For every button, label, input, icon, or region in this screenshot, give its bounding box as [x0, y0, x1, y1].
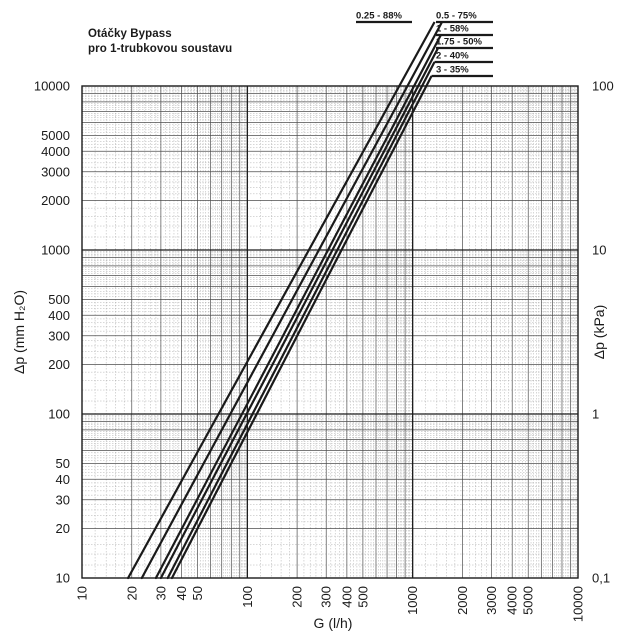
series-leader	[406, 21, 443, 87]
y2-tick-label: 10	[592, 243, 606, 258]
x-tick-label: 30	[153, 586, 168, 600]
major-grid	[82, 86, 578, 578]
y-tick-label: 400	[48, 308, 70, 323]
y-tick-label: 2000	[41, 193, 70, 208]
series-label: 1.75 - 50%	[436, 37, 482, 48]
x-tick-label: 50	[190, 586, 205, 600]
x-tick-label: 4000	[505, 586, 520, 615]
series-leader	[421, 61, 436, 87]
y-tick-label: 500	[48, 292, 70, 307]
x-tick-label: 300	[319, 586, 334, 608]
x-axis-title: G (l/h)	[314, 615, 353, 631]
y-tick-label: 10	[56, 571, 70, 586]
y2-tick-label: 0,1	[592, 571, 610, 586]
series-label: 0.25 - 88%	[356, 11, 402, 22]
series-line	[154, 84, 416, 580]
series-leader	[425, 75, 433, 87]
x-tick-label: 1000	[405, 586, 420, 615]
x-tick-label: 40	[174, 586, 189, 600]
y2-tick-label: 100	[592, 79, 614, 94]
y-tick-label: 5000	[41, 128, 70, 143]
y-tick-label: 200	[48, 357, 70, 372]
y-tick-label: 100	[48, 407, 70, 422]
series-leader	[398, 21, 436, 87]
y-tick-label: 50	[56, 456, 70, 471]
y2-axis-ticks: 0,1 1 10 100	[592, 79, 614, 586]
series-leader	[413, 34, 442, 87]
series-layer: 0.25 - 88% 0.5 - 75% 1 - 58% 1.75 - 50% 2 - …	[126, 11, 493, 580]
x-tick-label: 100	[240, 586, 255, 608]
y-tick-label: 20	[56, 521, 70, 536]
series-line	[126, 84, 401, 580]
x-tick-label: 200	[290, 586, 305, 608]
y-tick-label: 1000	[41, 243, 70, 258]
x-tick-label: 400	[339, 586, 354, 608]
x-tick-label: 10000	[571, 586, 586, 622]
y-tick-label: 30	[56, 492, 70, 507]
series-line	[159, 84, 420, 580]
minor-grid	[82, 86, 578, 578]
x-tick-label: 3000	[484, 586, 499, 615]
series-label: 2 - 40%	[436, 51, 469, 62]
y-tick-label: 300	[48, 328, 70, 343]
x-tick-label: 5000	[521, 586, 536, 615]
series-leader	[417, 47, 440, 87]
chart-title-line-1: Otáčky Bypass	[88, 28, 172, 40]
series-label: 3 - 35%	[436, 65, 469, 76]
x-tick-label: 10	[75, 586, 90, 600]
y-tick-label: 4000	[41, 144, 70, 159]
x-tick-label: 20	[124, 586, 139, 600]
series-line	[170, 84, 428, 580]
y2-axis-title: Δp (kPa)	[591, 305, 607, 359]
series-line	[140, 84, 409, 580]
chart-title-line-2: pro 1-trubkovou soustavu	[88, 43, 233, 55]
x-tick-label: 500	[355, 586, 370, 608]
x-axis-ticks: 10 20 30 40 50 100 200 300 400 500 1000 2000 3000 400…	[75, 586, 586, 622]
y-tick-label: 40	[56, 472, 70, 487]
y-tick-label: 10000	[34, 79, 70, 94]
x-tick-label: 2000	[455, 586, 470, 615]
series-label: 0.5 - 75%	[436, 11, 477, 22]
plot-frame	[81, 85, 579, 579]
y-axis-title: Δp (mm H₂O)	[11, 290, 27, 374]
series-line	[166, 84, 424, 580]
y2-tick-label: 1	[592, 407, 599, 422]
y-tick-label: 3000	[41, 164, 70, 179]
series-label: 1 - 58%	[436, 24, 469, 35]
